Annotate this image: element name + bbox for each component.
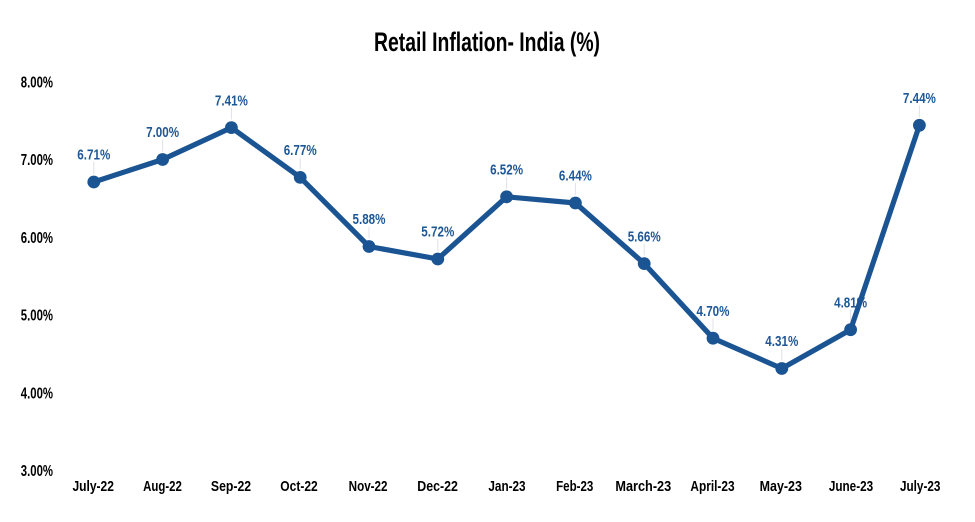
svg-text:6.52%: 6.52% bbox=[490, 162, 523, 179]
svg-text:4.81%: 4.81% bbox=[834, 294, 867, 311]
svg-text:July-22: July-22 bbox=[72, 479, 114, 495]
svg-text:5.66%: 5.66% bbox=[628, 228, 661, 245]
svg-text:4.70%: 4.70% bbox=[697, 303, 730, 320]
svg-text:8.00%: 8.00% bbox=[21, 75, 53, 92]
svg-text:Aug-22: Aug-22 bbox=[143, 479, 182, 495]
svg-text:March-23: March-23 bbox=[615, 479, 671, 495]
svg-text:April-23: April-23 bbox=[690, 479, 734, 495]
svg-text:July-23: July-23 bbox=[900, 479, 940, 495]
svg-text:7.41%: 7.41% bbox=[215, 92, 248, 109]
svg-text:6.77%: 6.77% bbox=[284, 142, 317, 159]
svg-text:7.00%: 7.00% bbox=[146, 124, 179, 141]
svg-text:7.00%: 7.00% bbox=[21, 152, 53, 169]
svg-text:Sep-22: Sep-22 bbox=[211, 479, 251, 495]
svg-text:Nov-22: Nov-22 bbox=[349, 479, 388, 495]
svg-text:Jan-23: Jan-23 bbox=[488, 479, 525, 495]
svg-text:5.00%: 5.00% bbox=[21, 308, 53, 325]
svg-text:5.72%: 5.72% bbox=[421, 224, 454, 241]
svg-text:5.88%: 5.88% bbox=[353, 211, 386, 228]
svg-text:June-23: June-23 bbox=[829, 479, 873, 495]
svg-text:Retail Inflation- India (%): Retail Inflation- India (%) bbox=[374, 27, 600, 57]
svg-text:Dec-22: Dec-22 bbox=[417, 479, 458, 495]
svg-text:6.44%: 6.44% bbox=[559, 168, 592, 185]
svg-text:May-23: May-23 bbox=[760, 479, 802, 495]
svg-text:3.00%: 3.00% bbox=[21, 463, 53, 480]
svg-text:Feb-23: Feb-23 bbox=[556, 479, 593, 495]
svg-text:7.44%: 7.44% bbox=[903, 90, 936, 107]
svg-text:Oct-22: Oct-22 bbox=[280, 479, 317, 495]
svg-text:6.71%: 6.71% bbox=[77, 147, 110, 164]
svg-text:6.00%: 6.00% bbox=[21, 230, 53, 247]
svg-text:4.00%: 4.00% bbox=[21, 385, 53, 402]
svg-text:4.31%: 4.31% bbox=[765, 333, 798, 350]
